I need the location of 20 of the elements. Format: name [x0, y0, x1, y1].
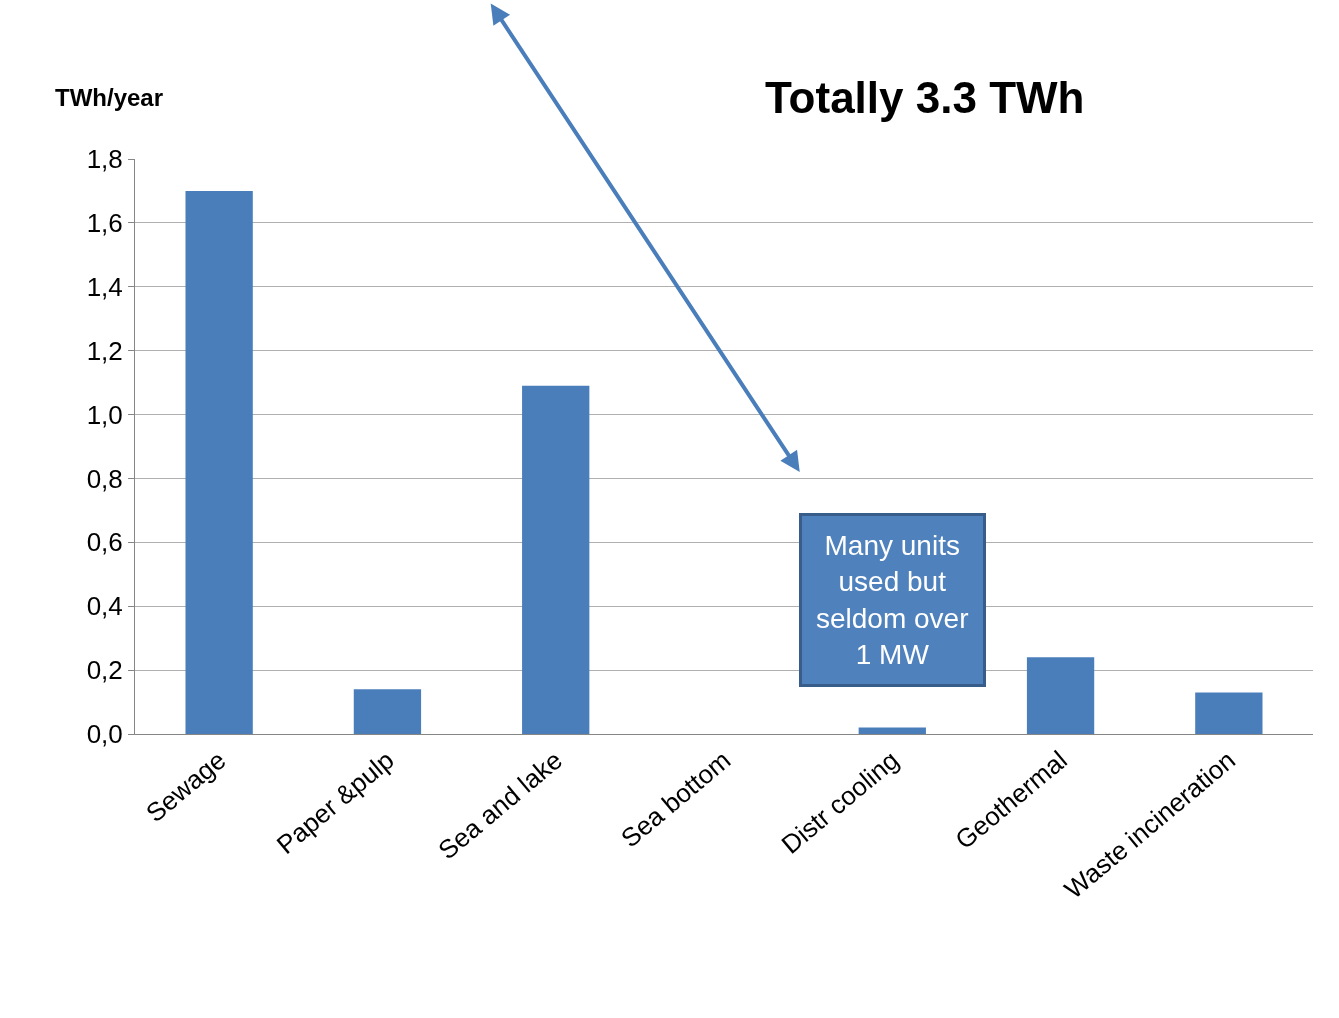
y-axis-title: TWh/year — [55, 84, 164, 111]
x-tick-label: Sea and lake — [432, 744, 568, 866]
bar — [1026, 657, 1095, 734]
bar — [858, 727, 926, 734]
y-tick-label: 1,6 — [86, 207, 123, 238]
y-tick-label: 0,8 — [86, 463, 123, 494]
y-tick-label: 0,2 — [86, 655, 123, 686]
y-tick-label: 0,4 — [86, 591, 123, 622]
annotation: Many units used but seldom over 1 MW — [816, 530, 969, 671]
bar — [1195, 692, 1263, 734]
bar — [185, 190, 253, 734]
y-tick-label: 1,0 — [86, 399, 123, 430]
bar — [353, 689, 422, 734]
text: Totally 3.3 TWh — [765, 73, 1085, 122]
y-tick-label: 1,2 — [86, 335, 123, 366]
y-tick-label: 1,8 — [86, 144, 123, 175]
y-tick-label: 1,4 — [86, 271, 123, 302]
bar — [522, 385, 590, 734]
y-tick-label: 0,0 — [86, 719, 123, 750]
y-tick-label: 0,6 — [86, 527, 123, 558]
